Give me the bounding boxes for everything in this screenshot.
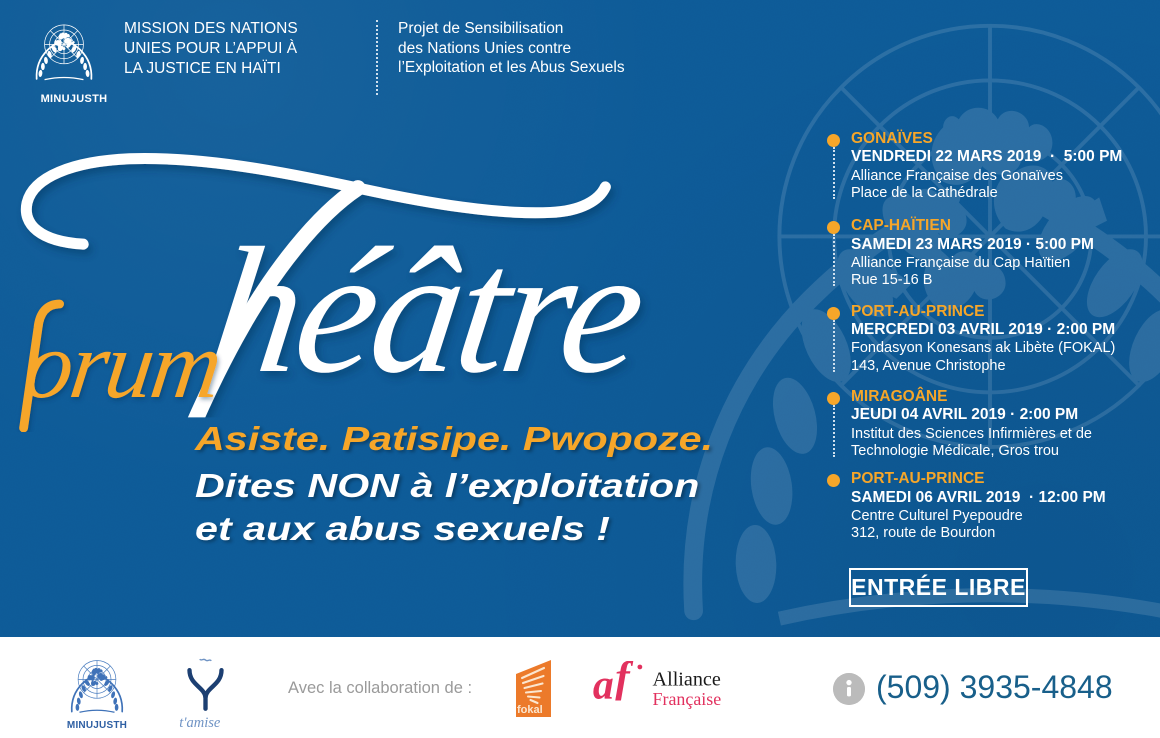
svg-text:orum: orum: [18, 311, 226, 417]
svg-text:Alliance: Alliance: [653, 669, 721, 691]
svg-text:t'amise: t'amise: [179, 715, 221, 731]
svg-text:Française: Française: [653, 689, 722, 709]
svg-text:f: f: [615, 661, 634, 701]
svg-text:a: a: [593, 662, 614, 708]
svg-text:fokal: fokal: [517, 704, 543, 716]
